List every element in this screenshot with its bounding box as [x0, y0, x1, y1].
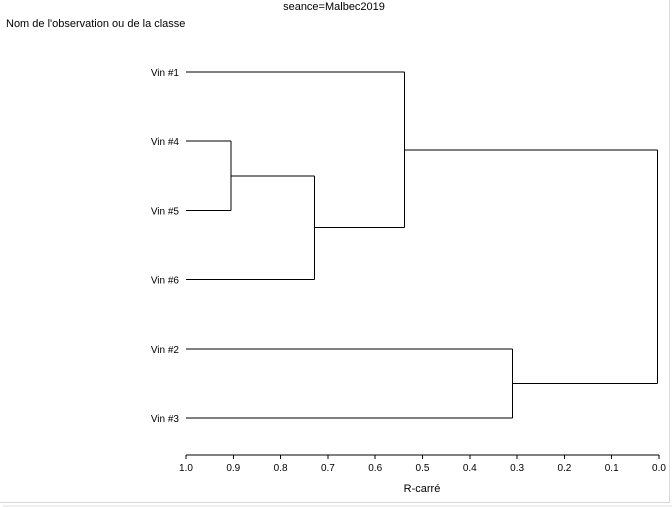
x-axis-label: R-carré: [403, 483, 441, 495]
leaf-label: Vin #4: [151, 137, 180, 148]
leaf-label: Vin #5: [151, 206, 180, 217]
x-tick-label: 0.2: [557, 463, 571, 474]
x-tick-label: 0.1: [605, 463, 619, 474]
x-tick-label: 1.0: [179, 463, 193, 474]
x-tick-label: 0.4: [463, 463, 477, 474]
x-tick-label: 0.8: [274, 463, 288, 474]
leaf-label: Vin #3: [151, 414, 180, 425]
x-tick-label: 0.5: [416, 463, 430, 474]
x-tick-label: 0.9: [226, 463, 240, 474]
chart-title: seance=Malbec2019: [283, 1, 385, 13]
leaf-label: Vin #2: [151, 345, 180, 356]
x-axis: 1.0 0.9 0.8 0.7 0.6 0.5 0.4 0.3 0.2 0.1 0.0: [179, 454, 666, 474]
x-tick-label: 0.3: [510, 463, 524, 474]
y-axis-label: Nom de l'observation ou de la classe: [6, 18, 186, 30]
x-tick-label: 0.7: [321, 463, 335, 474]
dendrogram-links: [186, 71, 659, 419]
leaf-label: Vin #6: [151, 276, 180, 287]
x-tick-label: 0.0: [652, 463, 666, 474]
x-tick-label: 0.6: [368, 463, 382, 474]
leaf-label: Vin #1: [151, 68, 180, 79]
leaf-labels: Vin #1 Vin #4 Vin #5 Vin #6 Vin #2 Vin #3: [151, 68, 180, 425]
